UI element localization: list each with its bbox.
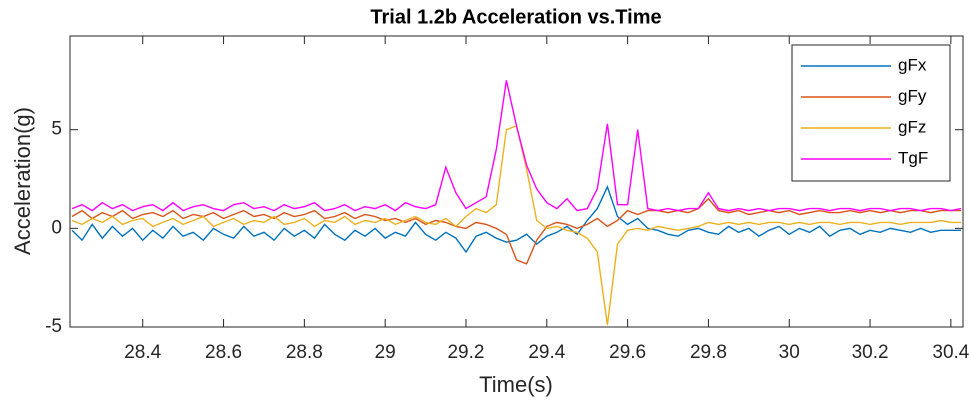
legend-label: gFy <box>898 86 927 105</box>
axes-box <box>69 35 964 328</box>
x-tick-label: 29.6 <box>609 342 646 363</box>
x-tick-label: 28.6 <box>205 342 242 363</box>
data-line <box>71 185 961 254</box>
y-axis-label: Acceleration(g) <box>10 107 35 255</box>
y-tick-label: 5 <box>51 119 62 140</box>
y-tick-label: -5 <box>45 316 62 337</box>
y-tick-label: 0 <box>51 217 62 238</box>
x-tick-label: 29.4 <box>528 342 565 363</box>
x-axis-label: Time(s) <box>479 372 553 397</box>
data-line <box>71 80 962 212</box>
chart-title: Trial 1.2b Acceleration vs.Time <box>370 6 661 28</box>
x-tick-label: 30.2 <box>852 342 889 363</box>
legend-label: TgF <box>898 148 928 167</box>
x-tick-label: 29.8 <box>690 342 727 363</box>
legend-label: gFz <box>898 117 926 136</box>
x-tick-label: 30 <box>779 342 800 363</box>
data-line <box>71 197 961 265</box>
x-tick-label: 29.2 <box>447 342 484 363</box>
x-tick-label: 30.4 <box>932 342 969 363</box>
x-tick-label: 28.8 <box>286 342 323 363</box>
x-tick-label: 28.4 <box>124 342 161 363</box>
legend-label: gFx <box>898 55 927 74</box>
x-tick-label: 29 <box>375 342 396 363</box>
